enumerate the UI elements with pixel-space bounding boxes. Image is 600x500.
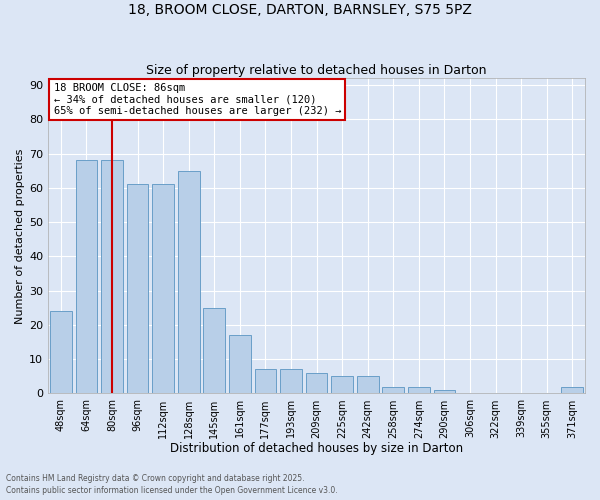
Bar [178,170,200,394]
Bar [50,311,72,394]
Bar [280,370,302,394]
Bar [357,376,379,394]
Title: Size of property relative to detached houses in Darton: Size of property relative to detached ho… [146,64,487,77]
Bar [127,184,148,394]
Bar [152,184,174,394]
Bar [203,308,225,394]
Bar [408,386,430,394]
Text: Contains HM Land Registry data © Crown copyright and database right 2025.
Contai: Contains HM Land Registry data © Crown c… [6,474,338,495]
Bar [331,376,353,394]
Bar [229,335,251,394]
Bar [101,160,123,394]
Bar [382,386,404,394]
X-axis label: Distribution of detached houses by size in Darton: Distribution of detached houses by size … [170,442,463,455]
Bar [306,373,328,394]
Bar [254,370,277,394]
Bar [76,160,97,394]
Text: 18 BROOM CLOSE: 86sqm
← 34% of detached houses are smaller (120)
65% of semi-det: 18 BROOM CLOSE: 86sqm ← 34% of detached … [53,83,341,116]
Bar [434,390,455,394]
Bar [562,386,583,394]
Text: 18, BROOM CLOSE, DARTON, BARNSLEY, S75 5PZ: 18, BROOM CLOSE, DARTON, BARNSLEY, S75 5… [128,2,472,16]
Y-axis label: Number of detached properties: Number of detached properties [15,148,25,324]
